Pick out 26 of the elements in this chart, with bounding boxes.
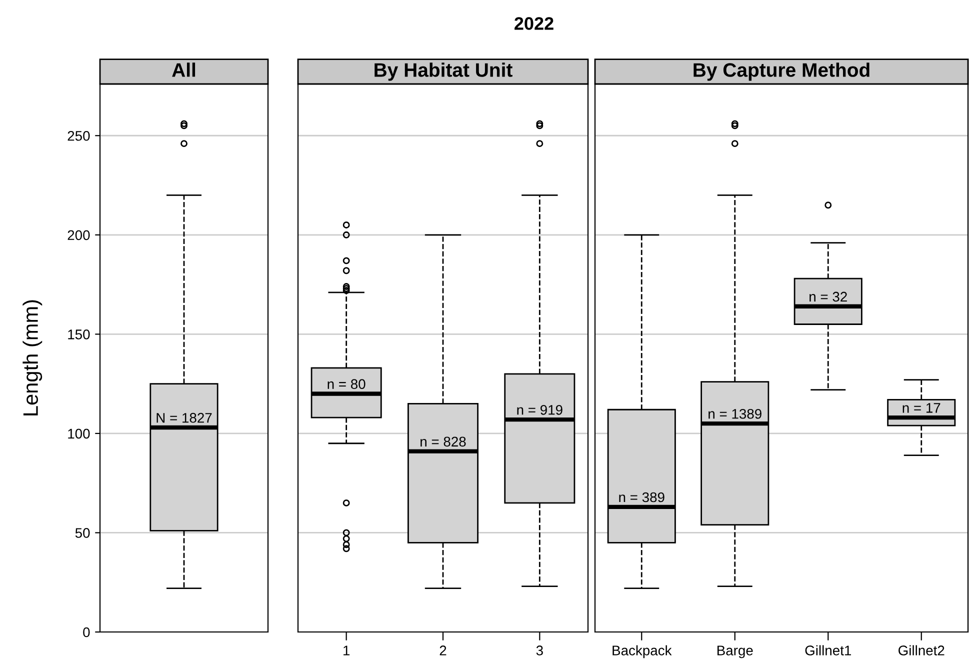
y-tick-label: 0 [83,627,90,638]
chart-title: All [172,62,196,77]
y-tick-label: 100 [68,428,90,439]
y-tick-label: 150 [68,330,90,340]
x-tick-label: 2 [440,646,446,656]
y-axis-title: Length (mm) [22,300,42,416]
x-tick-label: Gillnet1 [805,645,851,656]
annotation: n = 17 [902,403,940,413]
text: 2022 [514,17,554,30]
x-tick-label: Backpack [612,645,672,658]
annotation: n = 80 [328,379,366,390]
chart-title: By Capture Method [694,62,870,81]
x-tick-label: 1 [344,646,350,656]
x-tick-label: 3 [536,646,543,656]
y-tick-label: 200 [68,230,90,240]
annotation: N = 1827 [156,412,212,423]
y-tick-label: 50 [75,528,90,538]
chart-title: By Habitat Unit [374,62,512,81]
annotation: n = 32 [810,292,847,302]
annotation: n = 1389 [708,408,762,419]
annotation: n = 389 [619,492,664,502]
y-tick-label: 250 [68,130,90,141]
annotation: n = 828 [420,436,466,447]
annotation: n = 919 [517,404,562,415]
x-tick-label: Barge [717,646,753,658]
x-tick-label: Gillnet2 [898,645,944,656]
